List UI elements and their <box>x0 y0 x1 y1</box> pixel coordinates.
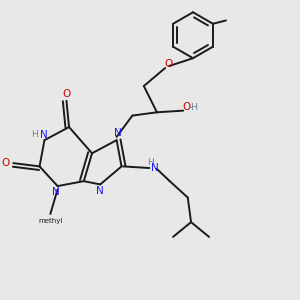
Text: O: O <box>1 158 9 168</box>
Text: methyl: methyl <box>38 218 63 224</box>
Text: N: N <box>40 130 47 140</box>
Text: O: O <box>182 102 190 112</box>
Text: O: O <box>62 88 70 99</box>
Text: N: N <box>114 128 122 138</box>
Text: -H: -H <box>189 103 199 112</box>
Text: H: H <box>31 130 38 139</box>
Text: N: N <box>152 163 159 173</box>
Text: H: H <box>147 158 154 166</box>
Text: N: N <box>96 186 104 196</box>
Text: O: O <box>164 59 172 69</box>
Text: N: N <box>52 187 60 197</box>
